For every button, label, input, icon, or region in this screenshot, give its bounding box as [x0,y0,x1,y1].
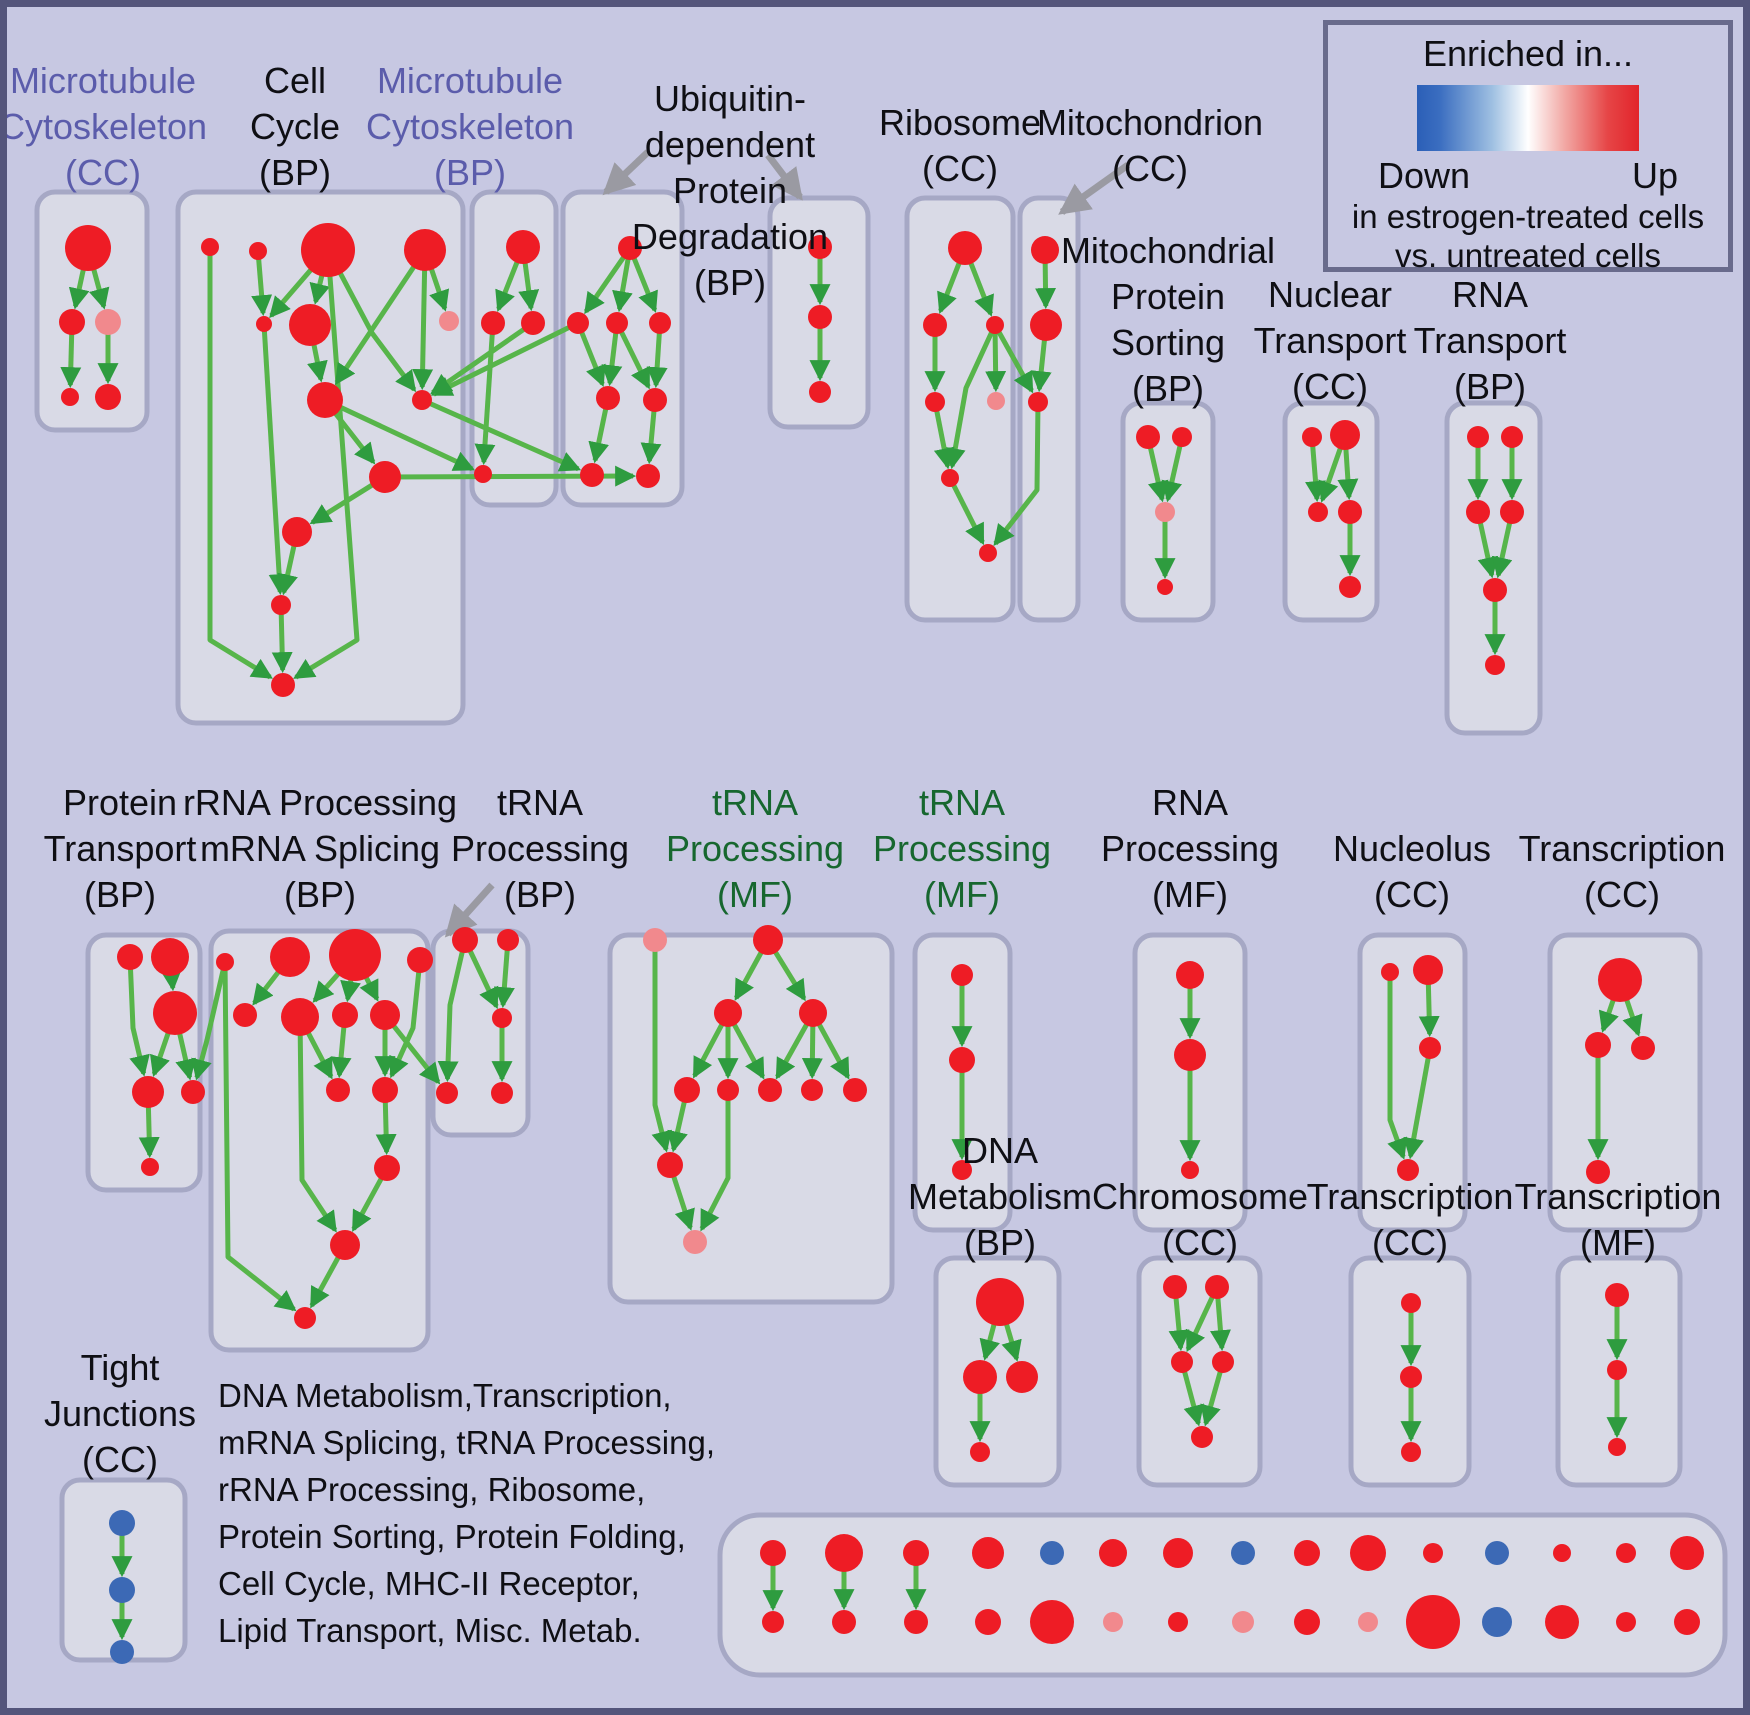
label-transcription-cc-row3: Transcription (CC) [1306,1176,1514,1263]
label-nuclear-transport-cc: Nuclear Transport (CC) [1253,274,1407,407]
label-transcription-mf: Transcription (MF) [1514,1176,1722,1263]
label-mitochondrion-cc: Mitochondrion (CC) [1036,102,1264,189]
label-ubiquitin-degradation-bp: Ubiquitin- dependent Protein Degradation… [631,78,829,303]
legend-up-label: Up [1631,155,1678,196]
legend-subtitle-line1: in estrogen-treated cells [1351,198,1705,235]
label-dna-metabolism-bp: DNA Metabolism (BP) [907,1130,1093,1263]
label-rna-transport-bp: RNA Transport (BP) [1413,274,1567,407]
label-rna-processing-mf: RNA Processing (MF) [1100,782,1280,915]
label-trna-processing-mf-2: tRNA Processing (MF) [872,782,1052,915]
label-rrna-processing-mrna-splicing-bp: rRNA Processing mRNA Splicing (BP) [182,782,458,915]
label-transcription-cc-row2: Transcription (CC) [1518,828,1726,915]
label-tight-junctions-cc: Tight Junctions (CC) [43,1347,197,1480]
legend: Enriched in... Down Up in estrogen-treat… [1323,20,1733,274]
label-chromosome-cc: Chromosome (CC) [1091,1176,1309,1263]
label-microtubule-cytoskeleton-cc: Microtubule Cytoskeleton (CC) [0,60,208,193]
legend-subtitle-line2: vs. untreated cells [1395,237,1661,274]
label-microtubule-cytoskeleton-bp: Microtubule Cytoskeleton (BP) [365,60,575,193]
label-misc-category-list: DNA Metabolism,Transcription, mRNA Splic… [218,1377,716,1649]
label-trna-processing-bp: tRNA Processing (BP) [450,782,630,915]
legend-title: Enriched in... [1422,33,1634,74]
label-mitochondrial-protein-sorting-bp: Mitochondrial Protein Sorting (BP) [1060,230,1276,409]
legend-down-label: Down [1378,155,1471,196]
label-nucleolus-cc: Nucleolus (CC) [1332,828,1492,915]
legend-gradient-bar [1417,85,1639,151]
label-trna-processing-mf-1: tRNA Processing (MF) [665,782,845,915]
label-cell-cycle-bp: Cell Cycle (BP) [249,60,341,193]
label-protein-transport-bp: Protein Transport (BP) [43,782,197,915]
label-ribosome-cc: Ribosome (CC) [878,102,1042,189]
